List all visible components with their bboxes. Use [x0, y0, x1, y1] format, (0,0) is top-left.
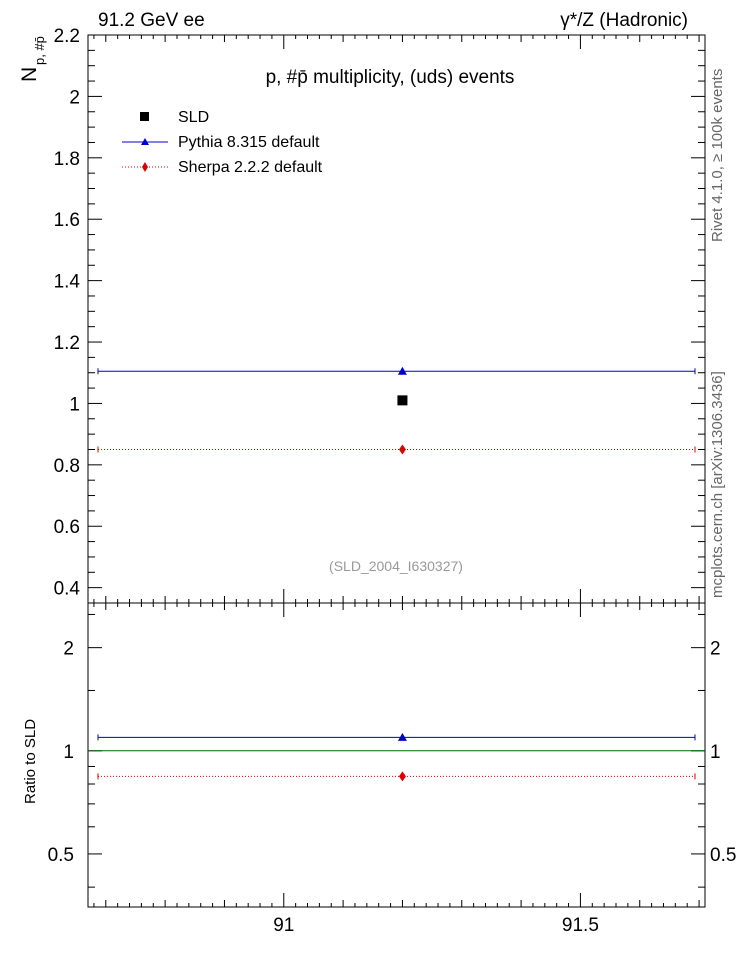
main-y-tick-label: 1: [69, 394, 80, 415]
main-ylabel-n: N: [18, 67, 41, 82]
ratio-pythia-point: [397, 732, 407, 741]
main-y-tick-label: 2: [69, 87, 80, 108]
ratio-panel-frame: [87, 602, 706, 908]
ratio-y-axis-label: Ratio to SLD: [22, 719, 39, 804]
ratio-y-tick-label: 1: [63, 742, 74, 763]
main-y-tick-label: 1.8: [54, 149, 80, 170]
main-y-tick-label: 1.4: [54, 272, 81, 293]
legend-label-pythia: Pythia 8.315 default: [178, 134, 320, 151]
ratio-y-tick-label-right: 0.5: [710, 845, 736, 866]
main-pythia-point: [397, 366, 407, 375]
energy-label: 91.2 GeV ee: [98, 10, 205, 31]
main-y-tick-label: 1.6: [54, 210, 80, 231]
x-tick-label: 91.5: [562, 915, 599, 936]
ratio-y-tick-label: 0.5: [48, 845, 74, 866]
main-sherpa-point: [398, 444, 406, 455]
legend-marker-pythia: [141, 138, 149, 145]
analysis-id-label: (SLD_2004_I630327): [329, 558, 463, 574]
ratio-y-tick-label: 2: [63, 639, 74, 660]
ratio-y-tick-label-right: 2: [710, 639, 721, 660]
main-y-tick-label: 1.2: [54, 333, 80, 354]
main-sld-point: [397, 395, 408, 406]
x-tick-label: 91: [273, 915, 294, 936]
process-label: γ*/Z (Hadronic): [560, 10, 688, 31]
legend: SLD Pythia 8.315 default Sherpa 2.2.2 de…: [122, 109, 323, 176]
legend-marker-sherpa: [142, 162, 148, 172]
main-y-tick-label: 0.6: [54, 517, 80, 538]
legend-label-sherpa: Sherpa 2.2.2 default: [178, 159, 323, 176]
mcplots-label: mcplots.cern.ch [arXiv:1306.3436]: [709, 371, 726, 598]
ratio-sherpa-point: [398, 771, 406, 782]
legend-label-sld: SLD: [178, 109, 209, 126]
main-ylabel-subscript: p, #p̄: [32, 36, 47, 65]
main-y-tick-label: 0.4: [54, 579, 81, 600]
main-y-tick-label: 2.2: [54, 26, 80, 47]
rivet-version-label: Rivet 4.1.0, ≥ 100k events: [709, 69, 726, 242]
main-y-tick-label: 0.8: [54, 456, 80, 477]
ratio-y-tick-label-right: 1: [710, 742, 721, 763]
legend-marker-sld: [140, 112, 149, 121]
main-title: p, #p̄ multiplicity, (uds) events: [266, 67, 515, 88]
main-y-axis-label: N p, #p̄: [18, 36, 47, 82]
